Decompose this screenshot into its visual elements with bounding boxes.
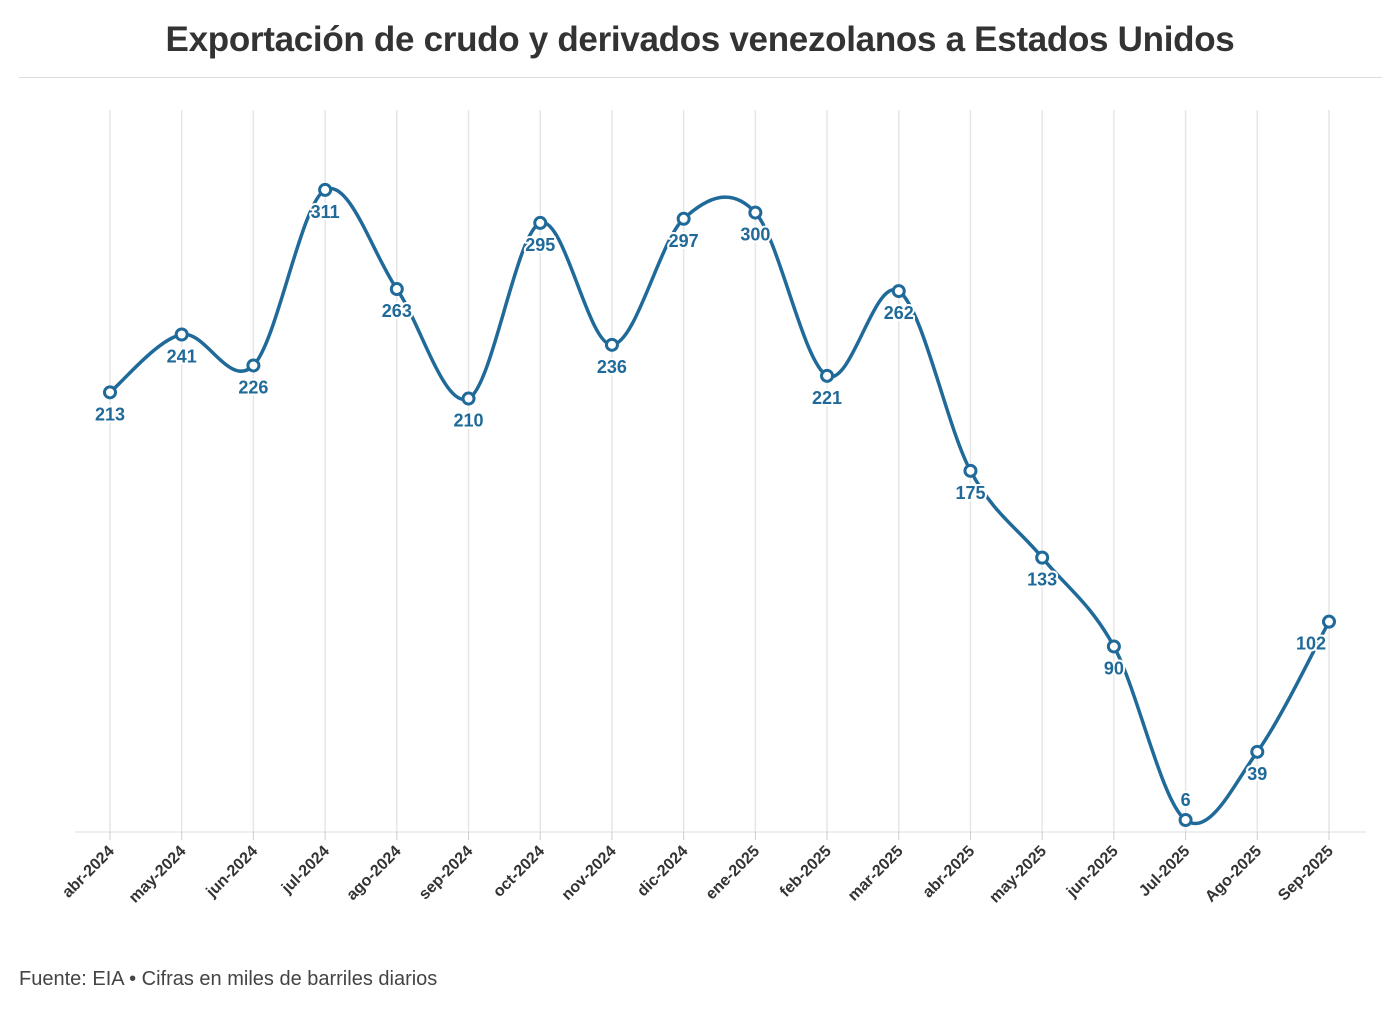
series-line [108, 186, 1331, 826]
data-label: 236 [597, 357, 627, 377]
title-divider [19, 77, 1382, 78]
x-tick-label: dic-2024 [634, 843, 691, 900]
x-tick-label: may-2025 [986, 843, 1050, 907]
data-label: 6 [1181, 790, 1191, 810]
data-label: 295 [525, 235, 555, 255]
data-label: 175 [955, 483, 985, 503]
data-point [174, 327, 189, 342]
data-label: 210 [454, 411, 484, 431]
x-tick-label: sep-2024 [416, 843, 477, 904]
x-tick-label: may-2024 [126, 843, 190, 907]
data-label: 297 [669, 231, 699, 251]
x-tick-label: jun-2024 [203, 843, 262, 902]
data-point [1178, 813, 1193, 828]
data-label: 90 [1104, 658, 1124, 678]
data-point [461, 391, 476, 406]
x-tick-label: oct-2024 [490, 843, 548, 901]
data-label: 300 [740, 225, 770, 245]
x-tick-label: abr-2025 [920, 843, 979, 902]
data-label: 241 [167, 346, 197, 366]
data-label: 311 [311, 202, 340, 222]
x-tick-label: mar-2025 [845, 843, 907, 905]
data-label: 226 [238, 377, 268, 397]
data-label: 102 [1296, 634, 1326, 654]
data-label: 39 [1247, 764, 1267, 784]
chart-title: Exportación de crudo y derivados venezol… [165, 20, 1235, 59]
x-tick-label: jun-2025 [1063, 843, 1122, 902]
data-point [533, 215, 548, 230]
x-tick-label: nov-2024 [559, 843, 620, 904]
data-point [1106, 639, 1121, 654]
data-point [389, 282, 404, 297]
x-tick-label: jul-2024 [278, 843, 333, 898]
data-label: 262 [884, 303, 914, 323]
data-point [604, 337, 619, 352]
x-tick-label: Ago-2025 [1202, 843, 1265, 906]
x-tick-label: ene-2025 [703, 843, 764, 904]
x-tick-label: ago-2024 [344, 843, 405, 904]
data-point [820, 368, 835, 383]
line-chart: abr-2024 may-2024 jun-2024 jul-2024 ago-2024… [59, 110, 1366, 907]
data-label: 263 [382, 301, 412, 321]
data-point [103, 385, 117, 400]
x-tick-label: Sep-2025 [1275, 843, 1337, 905]
source-note: Fuente: EIA • Cifras en miles de barrile… [19, 968, 438, 990]
data-point [963, 463, 978, 478]
data-point [676, 211, 691, 226]
data-label: 133 [1027, 570, 1057, 590]
data-point [1035, 550, 1050, 565]
data-point [748, 205, 763, 220]
x-tick-label: abr-2024 [59, 843, 118, 902]
data-label: 221 [812, 388, 842, 408]
x-tick-label: Jul-2025 [1136, 843, 1193, 900]
data-point [246, 358, 261, 373]
data-point [1322, 614, 1336, 629]
data-point [318, 182, 333, 197]
data-point [891, 284, 906, 299]
data-point [1250, 744, 1265, 759]
data-label: 213 [95, 404, 125, 424]
x-tick-label: feb-2025 [777, 843, 835, 901]
